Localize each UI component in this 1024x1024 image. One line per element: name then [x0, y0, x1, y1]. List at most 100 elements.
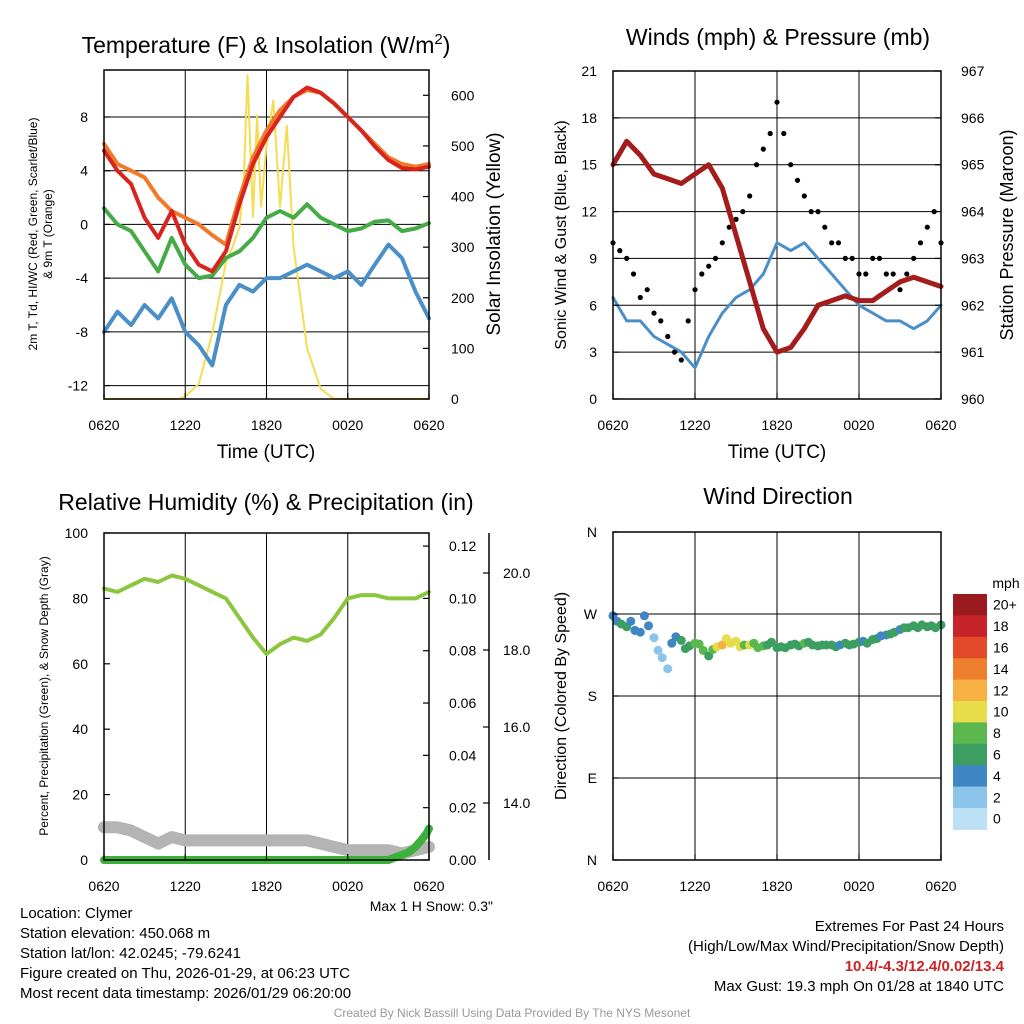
humidity-y-tick-label: 20	[72, 787, 88, 803]
winds-title: Winds (mph) & Pressure (mb)	[626, 24, 930, 50]
snow-tick-label: 20.0	[503, 565, 530, 581]
wind-direction-point	[635, 627, 645, 637]
humidity-y-tick-label: 40	[72, 721, 88, 737]
2m-t-line	[102, 85, 431, 274]
gust-point	[863, 271, 869, 277]
wind-direction-point	[704, 651, 714, 661]
gust-point	[815, 209, 821, 215]
precip-tick-label: 0.06	[449, 695, 476, 711]
wind-direction-point	[626, 616, 636, 626]
station-info: Location: Clymer Station elevation: 450.…	[20, 904, 351, 1004]
temperature-x-tick-label: 1820	[251, 417, 282, 433]
humidity-y-label: Percent, Precipitation (Green), & Snow D…	[37, 556, 51, 835]
temperature-x-tick-label: 1220	[170, 417, 201, 433]
colorbar-label: 12	[993, 682, 1009, 698]
extremes-summary: Extremes For Past 24 Hours (High/Low/Max…	[688, 917, 1004, 997]
gust-point	[726, 224, 732, 230]
direction-series	[608, 611, 946, 674]
temperature-x-tick-label: 0620	[413, 417, 444, 433]
colorbar-swatch	[953, 615, 987, 638]
winds-x-tick-label: 0020	[843, 417, 874, 433]
colorbar-swatch	[953, 701, 987, 723]
colorbar-swatch	[953, 594, 987, 616]
insolation-y2-tick-label: 100	[451, 340, 475, 356]
insolation-y2-tick-label: 200	[451, 290, 475, 306]
pressure-y2-tick-label: 966	[961, 110, 985, 126]
gust-point	[692, 287, 698, 293]
colorbar-swatch	[953, 743, 987, 766]
pressure-y2-tick-label: 960	[961, 391, 985, 407]
figure-created: Figure created on Thu, 2026-01-29, at 06…	[20, 965, 350, 982]
pressure-y2-tick-label: 961	[961, 344, 985, 360]
gust-point	[733, 216, 739, 222]
speed-colorbar: 20+ 18 16 14 12 10 8 6 4 2 0	[953, 594, 1017, 830]
temperature-title: Temperature (F) & Insolation (W/m2)	[82, 31, 451, 58]
gust-point	[699, 271, 705, 277]
precip-tick-label: 0.04	[449, 747, 476, 763]
colorbar-swatch	[953, 786, 987, 809]
colorbar-swatch	[953, 765, 987, 788]
colorbar-label: 18	[993, 618, 1009, 634]
wind-direction-point	[663, 664, 673, 674]
gust-point	[781, 130, 787, 137]
insolation-y2-tick-label: 400	[451, 189, 475, 205]
wind-chill-line	[102, 242, 431, 368]
snow-tick-label: 18.0	[503, 642, 530, 658]
humidity-panel: Relative Humidity (%) & Precipitation (i…	[37, 489, 530, 914]
gust-point	[617, 248, 623, 254]
direction-y-tick-label: W	[584, 606, 598, 622]
insolation-y-label: Solar Insolation (Yellow)	[484, 132, 505, 335]
gust-point	[630, 271, 637, 277]
gust-point	[911, 255, 917, 261]
colorbar-swatch	[953, 679, 987, 702]
direction-x-tick-label: 1220	[679, 878, 710, 894]
station-location: Location: Clymer	[20, 905, 133, 922]
temperature-y-tick-label: 8	[80, 109, 88, 125]
humidity-x-tick-label: 0620	[413, 878, 444, 894]
gust-point	[767, 130, 773, 137]
wind-direction-point	[767, 637, 776, 647]
temperature-x-tick-label: 0620	[88, 417, 119, 433]
gust-point	[774, 99, 780, 105]
winds-x-tick-label: 1220	[679, 417, 710, 433]
direction-x-tick-label: 0620	[925, 878, 956, 894]
precip-tick-label: 0.02	[449, 800, 476, 816]
direction-title: Wind Direction	[703, 483, 853, 509]
colorbar-label: 14	[993, 661, 1009, 677]
max-gust: Max Gust: 19.3 mph On 01/28 at 1840 UTC	[713, 978, 1004, 995]
wind-direction-point	[657, 653, 667, 663]
winds-y-tick-label: 21	[581, 63, 597, 79]
colorbar-swatch	[953, 722, 987, 745]
winds-series	[610, 99, 944, 370]
gust-point	[706, 263, 712, 269]
colorbar-label: 10	[993, 704, 1009, 720]
colorbar-swatch	[953, 636, 987, 659]
temperature-x-label: Time (UTC)	[217, 442, 316, 463]
colorbar-label: 8	[993, 725, 1001, 741]
snow-tick-label: 16.0	[503, 719, 530, 735]
gust-point	[747, 193, 753, 199]
colorbar-label: 6	[993, 747, 1001, 763]
direction-y-tick-label: E	[588, 770, 597, 786]
sonic-wind-line	[611, 241, 943, 370]
humidity-x-tick-label: 0020	[332, 878, 363, 894]
temperature-series	[102, 74, 431, 400]
gust-point	[849, 255, 855, 261]
gust-point	[658, 318, 664, 324]
humidity-y-tick-label: 100	[65, 525, 89, 541]
winds-x-tick-label: 0620	[925, 417, 956, 433]
colorbar-title: mph	[992, 575, 1019, 591]
temperature-y-tick-label: 4	[80, 163, 88, 179]
insolation-y2-tick-label: 300	[451, 239, 475, 255]
insolation-y2-tick-label: 600	[451, 87, 475, 103]
colorbar-label: 20+	[993, 597, 1017, 613]
extremes-values: 10.4/-4.3/12.4/0.02/13.4	[844, 958, 1004, 975]
temperature-gridlines	[104, 70, 429, 399]
pressure-y-label: Station Pressure (Maroon)	[997, 129, 1017, 340]
temperature-y-tick-label: -4	[76, 270, 89, 286]
humidity-y-tick-label: 0	[80, 852, 88, 868]
gust-point	[835, 240, 842, 246]
precip-tick-label: 0.08	[449, 643, 476, 659]
precip-tick-label: 0.10	[449, 590, 476, 606]
